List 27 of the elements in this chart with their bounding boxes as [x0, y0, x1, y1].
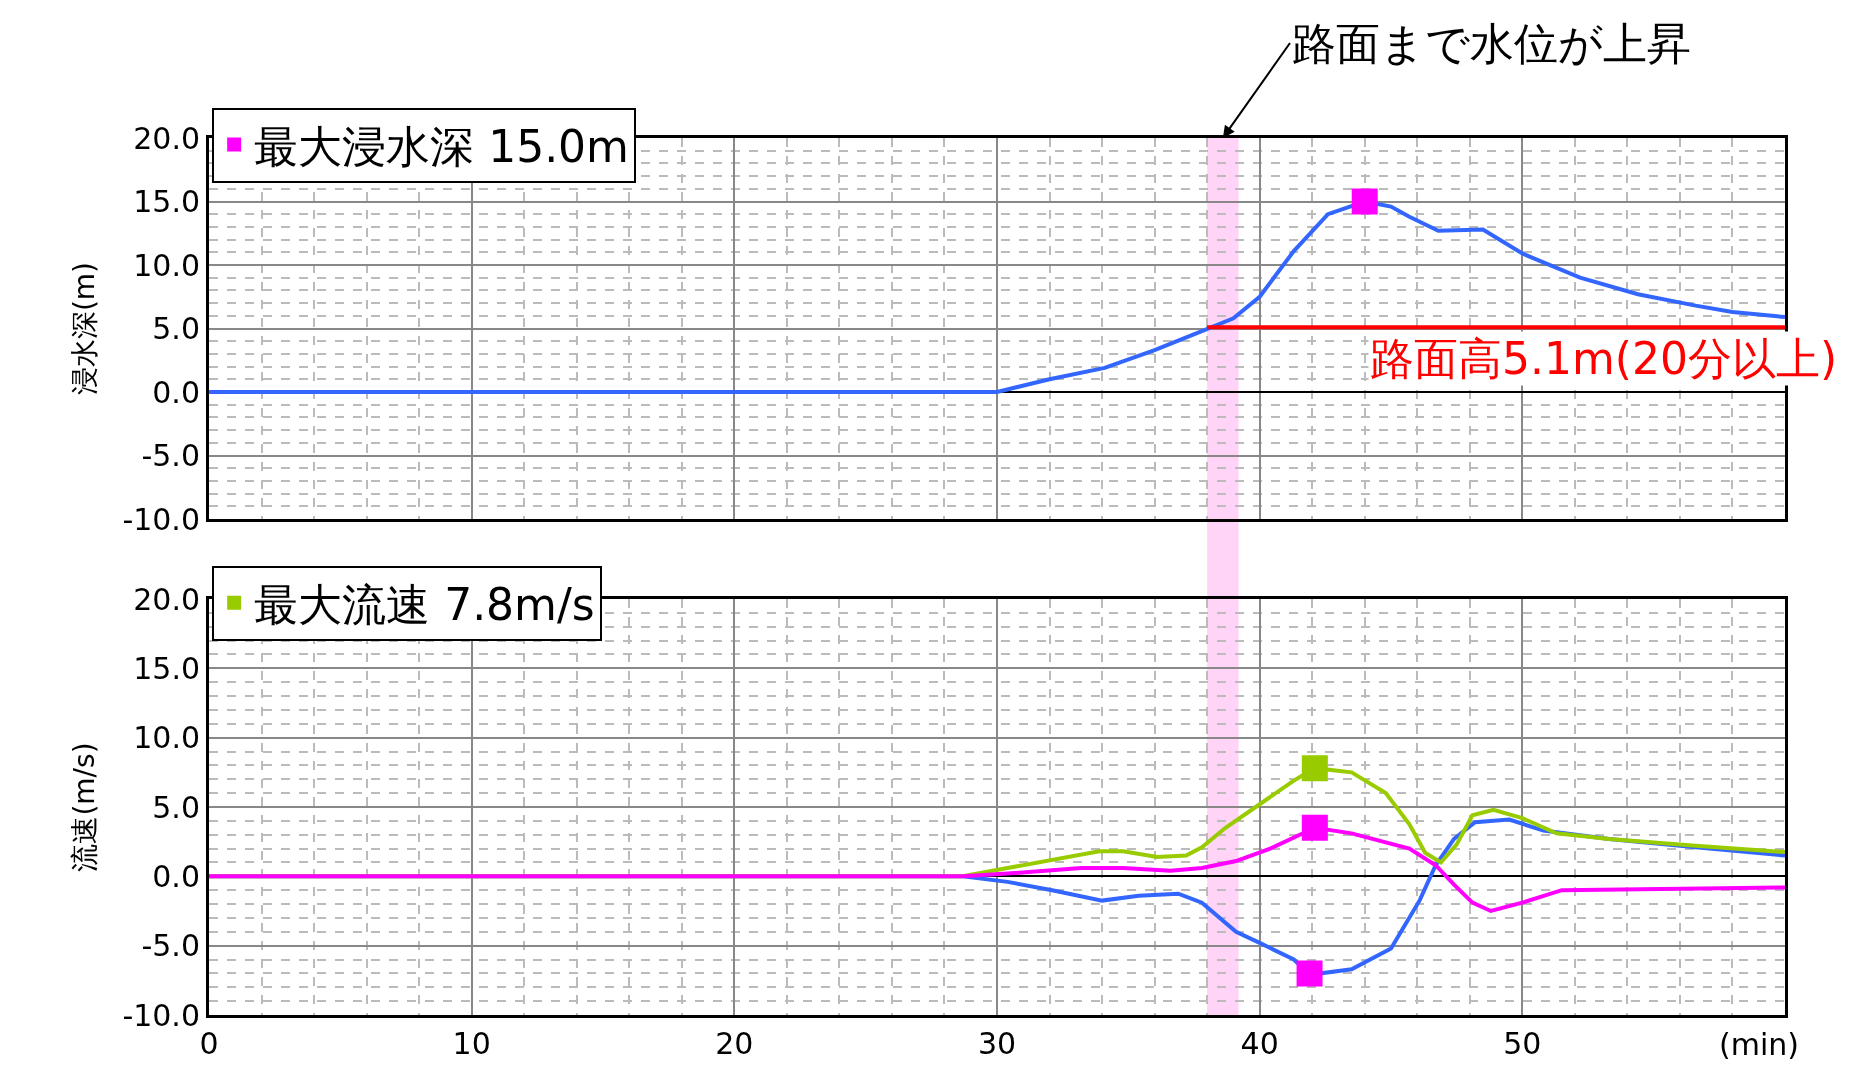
y-tick-label: 10.0 — [133, 247, 200, 283]
y-tick-label: 20.0 — [133, 120, 200, 156]
y-tick-label: -5.0 — [141, 928, 200, 964]
x-tick-label: 30 — [977, 1026, 1017, 1061]
y-tick-label: -10.0 — [122, 997, 200, 1033]
x-axis-title: (min) — [1719, 1027, 1799, 1062]
y-tick-label: 15.0 — [133, 650, 200, 686]
y-tick-label: 5.0 — [152, 789, 200, 825]
legend-label: 最大流速 7.8m/s — [254, 578, 595, 630]
ref-line-label: 路面高5.1m(20分以上) — [1370, 333, 1838, 384]
y-tick-label: -10.0 — [122, 501, 200, 537]
y-tick-label: 15.0 — [133, 184, 200, 219]
y-tick-label: 5.0 — [152, 311, 200, 346]
y-tick-label: 0.0 — [152, 858, 200, 894]
x-tick-label: 50 — [1503, 1026, 1542, 1061]
y-tick-label: 0.0 — [152, 374, 200, 410]
y-tick-label: -5.0 — [141, 438, 200, 473]
y-axis-title: 浸水深(m) — [68, 261, 102, 396]
legend-label: 最大浸水深 15.0m — [254, 120, 629, 172]
band-label: 路面まで水位が上昇 — [1292, 18, 1691, 69]
y-tick-label: 20.0 — [133, 581, 200, 617]
y-axis-title: 流速(m/s) — [68, 742, 102, 872]
x-tick-label: 10 — [452, 1026, 491, 1061]
y-tick-label: 10.0 — [133, 720, 200, 756]
x-tick-label: 40 — [1240, 1026, 1279, 1061]
x-tick-label: 0 — [199, 1026, 219, 1061]
x-tick-label: 20 — [715, 1026, 754, 1061]
